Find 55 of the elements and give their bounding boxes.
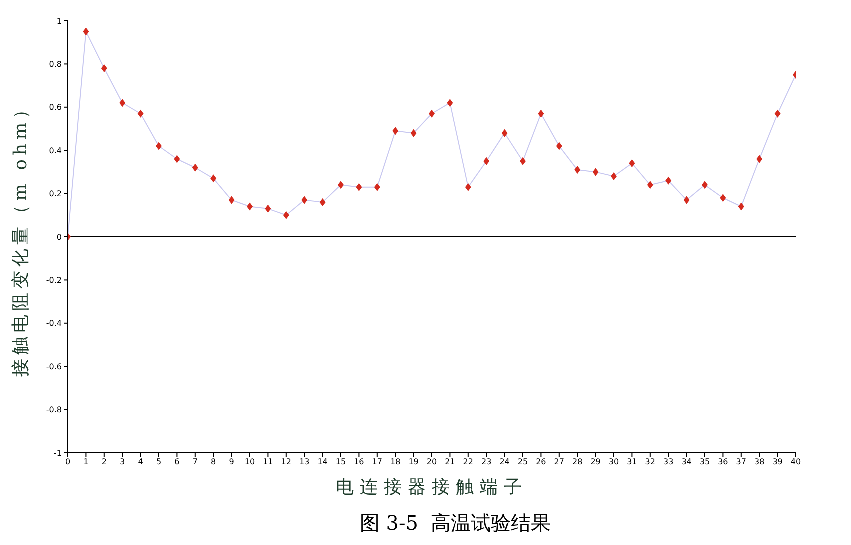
- y-tick-label: 0.6: [49, 103, 62, 112]
- x-tick-label: 2: [102, 458, 107, 467]
- caption: 图 3-5 高温试验结果: [358, 510, 552, 537]
- x-tick-label: 19: [408, 458, 419, 467]
- x-tick-label: 8: [211, 458, 216, 467]
- x-tick-label: 38: [754, 458, 765, 467]
- x-tick-label: 1: [84, 458, 89, 467]
- y-tick-label: 0.2: [49, 190, 62, 199]
- x-tick-label: 35: [700, 458, 710, 467]
- x-tick-label: 3: [120, 458, 126, 467]
- x-tick-label: 29: [590, 458, 601, 467]
- x-tick-label: 30: [608, 458, 620, 467]
- x-tick-label: 22: [463, 458, 474, 467]
- x-tick-label: 26: [536, 458, 546, 467]
- x-tick-label: 9: [229, 458, 234, 467]
- x-tick-label: 25: [518, 458, 528, 467]
- y-tick-label: 0: [56, 232, 62, 242]
- x-tick-label: 23: [482, 458, 492, 467]
- y-tick-label: -0.4: [46, 319, 62, 328]
- x-tick-label: 14: [318, 458, 328, 467]
- y-axis-title: 接触电阻变化量（m ohm）: [10, 96, 32, 378]
- x-tick-label: 27: [554, 458, 564, 467]
- x-tick-label: 37: [736, 458, 746, 467]
- x-tick-label: 34: [682, 458, 692, 467]
- x-tick-label: 10: [244, 458, 256, 467]
- x-tick-label: 4: [138, 458, 144, 467]
- x-tick-label: 40: [790, 458, 802, 467]
- y-tick-label: 0.8: [49, 60, 62, 70]
- x-tick-label: 33: [664, 458, 674, 467]
- y-tick-label: -0.6: [46, 362, 62, 372]
- x-tick-label: 0: [65, 458, 71, 467]
- x-tick-label: 21: [445, 458, 456, 467]
- y-tick-label: -0.8: [46, 406, 62, 415]
- x-tick-label: 15: [336, 458, 346, 467]
- x-tick-label: 6: [174, 458, 180, 467]
- x-tick-label: 28: [572, 458, 583, 467]
- x-tick-label: 5: [156, 458, 162, 467]
- x-tick-label: 39: [772, 458, 783, 467]
- y-tick-label: -0.2: [46, 276, 62, 286]
- y-tick-label: 1: [56, 16, 62, 26]
- x-tick-label: 16: [354, 458, 364, 467]
- x-tick-label: 11: [263, 458, 274, 467]
- x-tick-label: 17: [372, 458, 382, 467]
- x-tick-label: 24: [500, 458, 510, 467]
- x-tick-label: 32: [645, 458, 656, 467]
- x-tick-label: 20: [426, 458, 438, 467]
- x-tick-label: 18: [390, 458, 401, 467]
- y-tick-label: -1: [54, 448, 62, 458]
- x-tick-label: 12: [281, 458, 292, 467]
- x-tick-label: 13: [300, 458, 310, 467]
- x-tick-label: 7: [192, 458, 198, 467]
- y-tick-label: 0.4: [49, 146, 62, 156]
- x-tick-label: 36: [718, 458, 728, 467]
- x-tick-label: 31: [627, 458, 638, 467]
- x-axis-title: 电连接器接触端子: [336, 477, 528, 498]
